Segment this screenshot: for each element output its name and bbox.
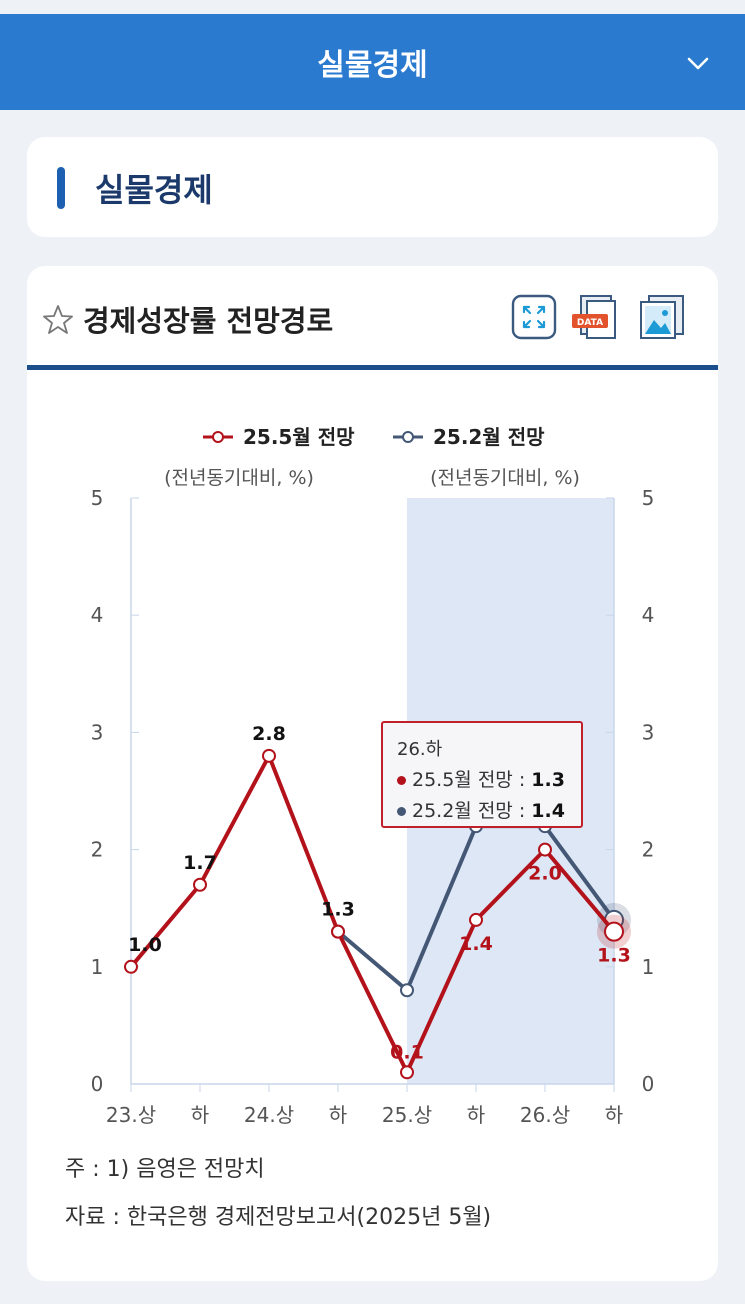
tooltip-value-may: 1.3 [531,769,565,791]
data-label: 1.3 [321,899,355,921]
data-point [469,912,483,927]
tooltip-dot-feb [397,807,406,816]
data-label: 0.1 [390,1041,424,1063]
tooltip-row-feb: 25.2월 전망 : 1.4 [397,796,581,823]
x-tick-label: 23.상 [106,1103,156,1127]
tooltip-row-may: 25.5월 전망 : 1.3 [397,765,581,792]
data-label: 2.8 [252,723,286,745]
y-tick-label-right: 0 [642,1072,655,1096]
legend-marker [402,431,414,443]
image-download-icon[interactable] [639,294,685,340]
data-point [262,748,276,763]
x-tick-label: 25.상 [382,1103,432,1127]
data-point [331,924,345,939]
data-point [400,1065,414,1080]
legend-marker [212,431,224,443]
series-line [129,753,616,1075]
x-tick-label: 하 [329,1103,347,1127]
star-icon[interactable] [41,303,75,337]
note-source: 자료 : 한국은행 경제전망보고서(2025년 5월) [65,1205,492,1230]
data-label: 1.3 [597,945,631,967]
legend-label: 25.2월 전망 [433,425,545,449]
page-title: 실물경제 [317,48,428,83]
tooltip-value-feb: 1.4 [531,800,565,822]
data-point [604,921,624,942]
data-label: 2.0 [528,863,562,885]
y-tick-label-right: 4 [642,603,655,627]
x-tick-label: 24.상 [244,1103,294,1127]
data-label: 1.0 [128,934,162,956]
expand-icon[interactable] [511,294,557,340]
y-tick-label-left: 4 [91,603,104,627]
legend-label: 25.5월 전망 [243,425,355,449]
x-tick-label: 26.상 [520,1103,570,1127]
chart-title: 경제성장률 전망경로 [83,304,334,338]
section-title: 실물경제 [95,171,213,209]
tooltip-series-feb: 25.2월 전망 [412,800,513,822]
tooltip-series-may: 25.5월 전망 [412,769,513,791]
data-point [538,842,552,857]
data-download-icon[interactable]: DATA [571,294,617,340]
y-tick-label-right: 2 [642,838,655,862]
chevron-down-icon[interactable] [685,50,711,76]
data-point [400,983,414,998]
growth-chart: 0 0 1 1 2 2 3 3 4 4 5 5 (전년동기대비, %) (전년동기대비, %) 23.상 하 2… [91,425,655,1127]
chart-notes: 주 : 1) 음영은 전망치 자료 : 한국은행 경제전망보고서(2025년 5… [65,1146,491,1242]
y-unit-left: (전년동기대비, %) [164,467,314,489]
top-bar: 실물경제 [0,14,745,110]
tooltip-period: 26.하 [397,739,443,760]
y-tick-label-right: 5 [642,486,655,510]
chart-card: 경제성장률 전망경로 DATA 0 0 1 1 2 2 3 3 4 4 5 5 (전년동기대비, %) (… [27,266,718,1281]
y-tick-label-left: 1 [91,955,104,979]
chart-tooltip: 26.하 25.5월 전망 : 1.3 25.2월 전망 : 1.4 [381,721,583,828]
svg-text:DATA: DATA [577,318,603,328]
y-tick-label-right: 1 [642,955,655,979]
y-tick-label-left: 5 [91,486,104,510]
data-point [124,959,138,974]
y-tick-label-left: 2 [91,838,104,862]
tooltip-dot-may [397,776,406,785]
x-tick-label: 하 [467,1103,485,1127]
note-shading: 주 : 1) 음영은 전망치 [65,1157,265,1182]
section-card: 실물경제 [27,137,718,237]
chart-card-header: 경제성장률 전망경로 DATA [27,266,718,370]
data-label: 1.7 [183,852,217,874]
y-tick-label-left: 3 [91,720,104,744]
data-label: 1.4 [459,933,493,955]
x-tick-label: 하 [191,1103,209,1127]
y-tick-label-right: 3 [642,720,655,744]
section-accent-bar [57,167,65,209]
y-tick-label-left: 0 [91,1072,104,1096]
data-point [193,877,207,892]
y-unit-right: (전년동기대비, %) [430,467,580,489]
x-tick-label: 하 [605,1103,623,1127]
